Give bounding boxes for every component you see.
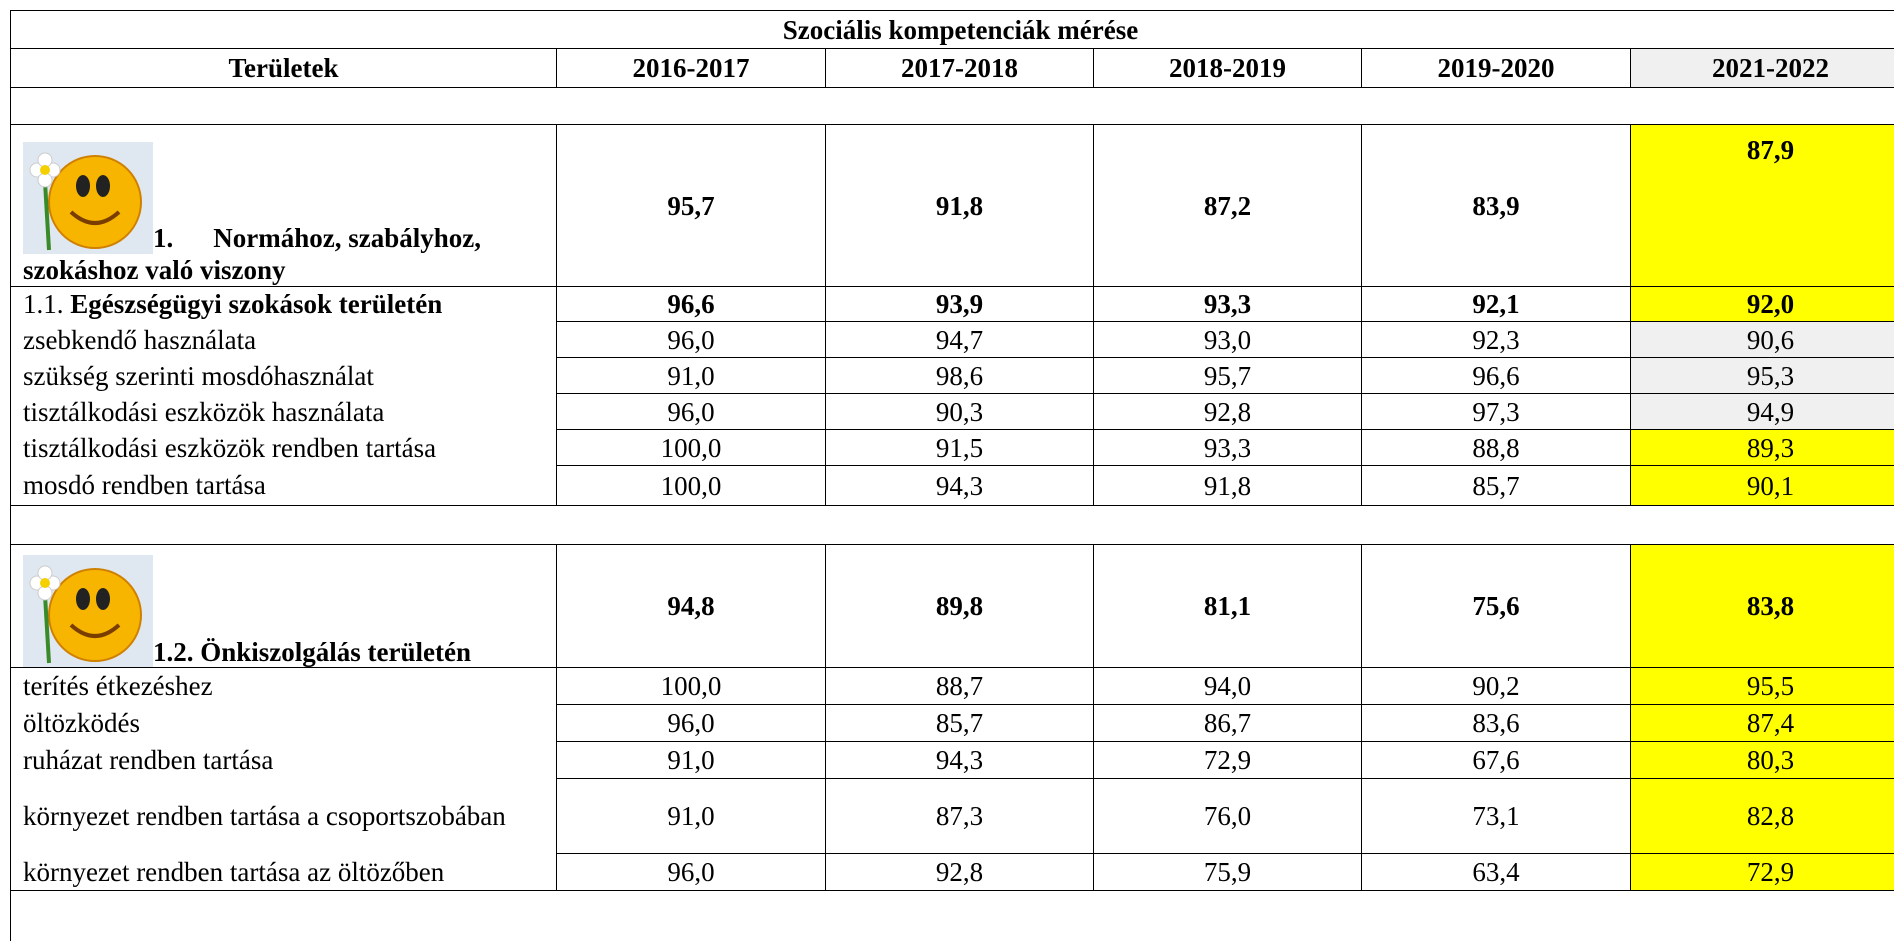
value-cell: 92,1 bbox=[1362, 287, 1631, 322]
header-cell: 2016-2017 bbox=[557, 49, 826, 88]
value-cell: 88,7 bbox=[826, 668, 1094, 705]
value-cell: 91,8 bbox=[826, 125, 1094, 287]
label-text: 1. bbox=[153, 223, 173, 253]
row-label: öltözködés bbox=[11, 705, 557, 742]
value-cell: 83,6 bbox=[1362, 705, 1631, 742]
value-cell: 95,5 bbox=[1631, 668, 1894, 705]
value-cell: 91,0 bbox=[557, 358, 826, 394]
value-cell: 67,6 bbox=[1362, 742, 1631, 779]
value-cell: 75,9 bbox=[1094, 854, 1362, 891]
value-cell: 72,9 bbox=[1094, 742, 1362, 779]
label-text: 1.1. bbox=[23, 289, 64, 319]
spacer bbox=[11, 891, 1894, 941]
row-label: mosdó rendben tartása bbox=[11, 466, 557, 506]
row-label: ruházat rendben tartása bbox=[11, 742, 557, 779]
value-cell: 96,6 bbox=[557, 287, 826, 322]
value-cell: 91,5 bbox=[826, 430, 1094, 466]
value-cell: 96,0 bbox=[557, 854, 826, 891]
value-cell: 92,8 bbox=[826, 854, 1094, 891]
value-cell: 72,9 bbox=[1631, 854, 1894, 891]
value-cell: 80,3 bbox=[1631, 742, 1894, 779]
spacer bbox=[11, 88, 1894, 125]
value-cell: 93,0 bbox=[1094, 322, 1362, 358]
header-cell: 2021-2022 bbox=[1631, 49, 1894, 88]
value-cell: 81,1 bbox=[1094, 545, 1362, 668]
header-cell: 2017-2018 bbox=[826, 49, 1094, 88]
value-cell: 95,7 bbox=[1094, 358, 1362, 394]
value-cell: 85,7 bbox=[826, 705, 1094, 742]
row-label: környezet rendben tartása a csoportszobá… bbox=[11, 779, 557, 854]
value-cell: 93,3 bbox=[1094, 287, 1362, 322]
row-label: zsebkendő használata bbox=[11, 322, 557, 358]
value-cell: 73,1 bbox=[1362, 779, 1631, 854]
section-label: 1.Normához, szabályhoz, szokáshoz való v… bbox=[11, 125, 557, 287]
value-cell: 88,8 bbox=[1362, 430, 1631, 466]
label-text: 1.2. Önkiszolgálás területén bbox=[153, 637, 471, 667]
value-cell: 95,7 bbox=[557, 125, 826, 287]
table: Szociális kompetenciák mérése Területek … bbox=[10, 10, 1894, 941]
value-cell: 95,3 bbox=[1631, 358, 1894, 394]
row-label: tisztálkodási eszközök használata bbox=[11, 394, 557, 430]
value-cell: 89,8 bbox=[826, 545, 1094, 668]
value-cell: 91,8 bbox=[1094, 466, 1362, 506]
header-cell: 2018-2019 bbox=[1094, 49, 1362, 88]
spacer bbox=[11, 506, 1894, 545]
value-cell: 82,8 bbox=[1631, 779, 1894, 854]
row-label: környezet rendben tartása az öltözőben bbox=[11, 854, 557, 891]
value-cell: 97,3 bbox=[1362, 394, 1631, 430]
value-cell: 90,2 bbox=[1362, 668, 1631, 705]
value-cell: 90,1 bbox=[1631, 466, 1894, 506]
value-cell: 87,2 bbox=[1094, 125, 1362, 287]
value-cell: 83,9 bbox=[1362, 125, 1631, 287]
value-cell: 100,0 bbox=[557, 668, 826, 705]
value-cell: 75,6 bbox=[1362, 545, 1631, 668]
value-cell: 96,6 bbox=[1362, 358, 1631, 394]
subsection-label: 1.1. Egészségügyi szokások területén bbox=[11, 287, 557, 322]
value-cell: 96,0 bbox=[557, 322, 826, 358]
value-cell: 91,0 bbox=[557, 742, 826, 779]
row-label: tisztálkodási eszközök rendben tartása bbox=[11, 430, 557, 466]
value-cell: 100,0 bbox=[557, 430, 826, 466]
value-cell: 93,3 bbox=[1094, 430, 1362, 466]
value-cell: 94,3 bbox=[826, 742, 1094, 779]
value-cell: 90,6 bbox=[1631, 322, 1894, 358]
value-cell: 96,0 bbox=[557, 394, 826, 430]
value-cell: 85,7 bbox=[1362, 466, 1631, 506]
header-cell: Területek bbox=[11, 49, 557, 88]
value-cell: 94,0 bbox=[1094, 668, 1362, 705]
value-cell: 94,8 bbox=[557, 545, 826, 668]
value-cell: 92,3 bbox=[1362, 322, 1631, 358]
value-cell: 76,0 bbox=[1094, 779, 1362, 854]
value-cell: 100,0 bbox=[557, 466, 826, 506]
value-cell: 94,9 bbox=[1631, 394, 1894, 430]
label-text: Egészségügyi szokások területén bbox=[70, 289, 442, 319]
value-cell: 89,3 bbox=[1631, 430, 1894, 466]
value-cell: 91,0 bbox=[557, 779, 826, 854]
value-cell: 90,3 bbox=[826, 394, 1094, 430]
value-cell: 86,7 bbox=[1094, 705, 1362, 742]
value-cell: 63,4 bbox=[1362, 854, 1631, 891]
value-cell: 92,8 bbox=[1094, 394, 1362, 430]
header-cell: 2019-2020 bbox=[1362, 49, 1631, 88]
value-cell: 87,3 bbox=[826, 779, 1094, 854]
section-label: 1.2. Önkiszolgálás területén bbox=[11, 545, 557, 668]
value-cell: 87,4 bbox=[1631, 705, 1894, 742]
value-cell: 93,9 bbox=[826, 287, 1094, 322]
value-cell: 92,0 bbox=[1631, 287, 1894, 322]
value-cell: 98,6 bbox=[826, 358, 1094, 394]
smiley-icon bbox=[23, 142, 153, 254]
value-cell: 87,9 bbox=[1631, 125, 1894, 287]
value-cell: 94,7 bbox=[826, 322, 1094, 358]
value-cell: 94,3 bbox=[826, 466, 1094, 506]
smiley-icon bbox=[23, 555, 153, 667]
row-label: szükség szerinti mosdóhasználat bbox=[11, 358, 557, 394]
value-cell: 96,0 bbox=[557, 705, 826, 742]
title: Szociális kompetenciák mérése bbox=[11, 11, 1894, 49]
row-label: terítés étkezéshez bbox=[11, 668, 557, 705]
value-cell: 83,8 bbox=[1631, 545, 1894, 668]
